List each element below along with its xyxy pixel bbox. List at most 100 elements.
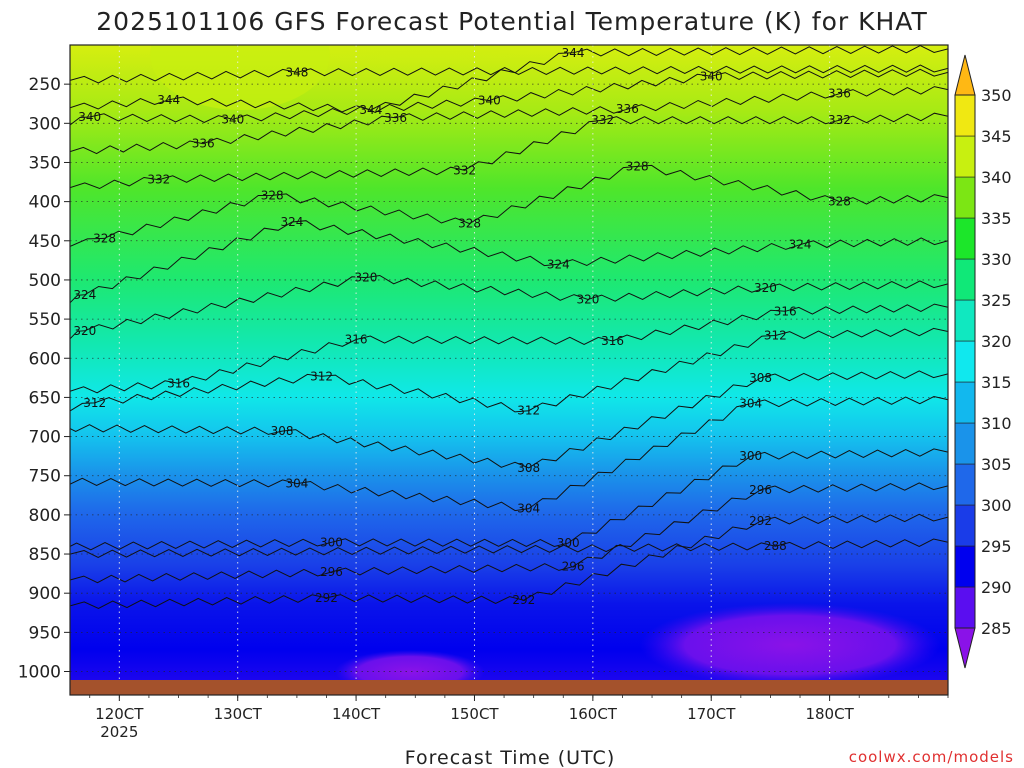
colorbar-level-label: 320 [981, 332, 1012, 351]
contour-label: 308 [517, 461, 540, 475]
contour-label: 324 [281, 215, 304, 229]
isentrope-line [70, 448, 948, 556]
x-tick-label: 140CT [332, 705, 381, 723]
contour-label: 344 [157, 93, 180, 107]
isentrope-line [70, 86, 948, 155]
contour-label: 336 [192, 137, 215, 151]
colorbar-cell [954, 299, 976, 342]
contour-label: 348 [285, 65, 308, 79]
colorbar-cell [954, 135, 976, 178]
colorbar-cell [954, 627, 976, 669]
contour-label: 304 [739, 397, 762, 411]
contour-label: 296 [562, 560, 585, 574]
contour-label: 324 [73, 288, 96, 302]
x-tick-label: 170CT [687, 705, 736, 723]
contour-label: 320 [576, 293, 599, 307]
y-tick-label: 550 [29, 310, 61, 330]
y-tick-label: 350 [29, 153, 61, 173]
x-tick-label: 120CT [95, 705, 144, 723]
potential-temperature-field [70, 45, 948, 695]
x-tick-sublabel: 2025 [100, 723, 138, 741]
colorbar-level-label: 325 [981, 291, 1012, 310]
colorbar-cell [954, 176, 976, 219]
contour-label: 304 [517, 502, 540, 516]
cold-pool-region-right [640, 603, 940, 687]
contour-label: 340 [700, 69, 723, 83]
isentrope-line [70, 513, 948, 610]
colorbar-level-label: 295 [981, 537, 1012, 556]
contour-label: 340 [78, 110, 101, 124]
colorbar-cell [954, 422, 976, 465]
colorbar-level-label: 290 [981, 578, 1012, 597]
x-axis-label: Forecast Time (UTC) [405, 747, 615, 768]
colorbar-cell [954, 545, 976, 588]
y-tick-label: 850 [29, 545, 61, 565]
colorbar-cell [954, 258, 976, 301]
contour-label: 336 [384, 111, 407, 125]
contour-label: 332 [453, 163, 476, 177]
y-tick-label: 300 [29, 114, 61, 134]
colorbar-cell [954, 94, 976, 137]
contour-label: 308 [749, 371, 772, 385]
y-tick-label: 650 [29, 388, 61, 408]
colorbar-cell [954, 586, 976, 629]
colorbar-level-label: 310 [981, 414, 1012, 433]
contour-label: 324 [547, 257, 570, 271]
x-tick-label: 130CT [214, 705, 263, 723]
y-tick-label: 750 [29, 467, 61, 487]
contour-label: 328 [828, 195, 851, 209]
contour-label: 320 [754, 281, 777, 295]
colorbar-level-label: 305 [981, 455, 1012, 474]
contour-label: 340 [221, 112, 244, 126]
colorbar-level-label: 285 [981, 619, 1012, 638]
y-tick-label: 900 [29, 584, 61, 604]
contour-label: 296 [749, 483, 772, 497]
contour-label: 300 [557, 536, 580, 550]
isentrope-line [70, 538, 948, 558]
contour-label: 344 [359, 103, 382, 117]
colorbar-level-label: 335 [981, 209, 1012, 228]
contour-label: 292 [749, 514, 772, 528]
colorbar-cell [954, 463, 976, 506]
y-tick-label: 1000 [18, 663, 61, 683]
colorbar-level-label: 345 [981, 127, 1012, 146]
isentrope-line [70, 303, 948, 394]
y-tick-label: 500 [29, 271, 61, 291]
contour-label: 312 [517, 404, 540, 418]
colorbar-cell [954, 340, 976, 383]
contour-label: 328 [93, 231, 116, 245]
contour-label: 316 [167, 376, 190, 390]
terrain-strip [70, 680, 948, 695]
colorbar: 285 290 295 300 305 310 315 320 325 330 335 340 345 3… [954, 54, 1012, 669]
contour-label: 312 [310, 369, 333, 383]
y-tick-label: 700 [29, 428, 61, 448]
isentrope-line [70, 327, 948, 413]
credit-link[interactable]: coolwx.com/models [849, 748, 1014, 766]
isentrope-line [70, 274, 948, 340]
colorbar-level-label: 300 [981, 496, 1012, 515]
contour-label: 316 [345, 332, 368, 346]
contour-label: 324 [789, 238, 812, 252]
contour-label: 332 [147, 173, 170, 187]
contour-label: 332 [591, 113, 614, 127]
contour-label: 340 [478, 94, 501, 108]
colorbar-cell [954, 54, 976, 96]
contour-label: 292 [315, 591, 338, 605]
contour-label: 316 [601, 334, 624, 348]
contour-label: 336 [828, 87, 851, 101]
y-tick-label: 800 [29, 506, 61, 526]
horizontal-gridlines [70, 83, 948, 672]
contour-label: 328 [261, 188, 284, 202]
contour-label: 316 [774, 304, 797, 318]
isentrope-line [70, 220, 948, 304]
isentrope-lines [70, 45, 948, 610]
colorbar-cell [954, 504, 976, 547]
contour-label: 344 [562, 46, 585, 60]
contour-label: 312 [83, 396, 106, 410]
colorbar-level-label: 340 [981, 168, 1012, 187]
isentrope-line [70, 68, 948, 126]
contour-label: 328 [458, 217, 481, 231]
